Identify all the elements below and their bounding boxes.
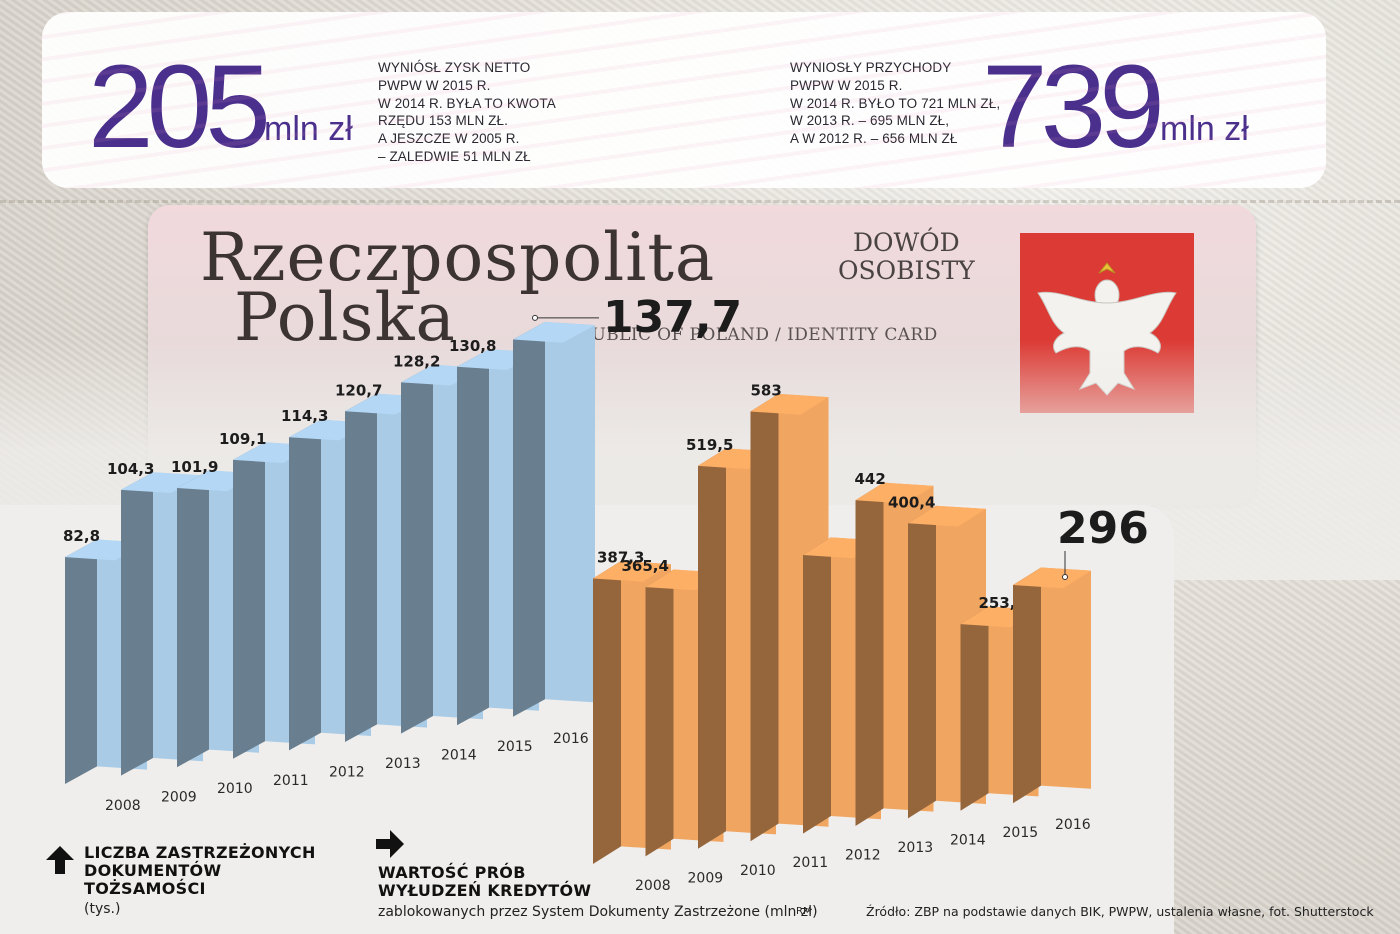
bar-top-2013 (855, 482, 934, 504)
profit-value: 205 (88, 41, 271, 173)
bar-side-2013 (345, 393, 377, 742)
revenue-value: 739 (982, 41, 1165, 173)
bar-top-2009 (121, 472, 203, 494)
year-label-2011: 2011 (273, 773, 309, 789)
chart1-title: LICZBA ZASTRZEŻONYCH DOKUMENTÓW TOŻSAMOŚ… (84, 843, 316, 898)
value-label-2016: 137,7 (603, 292, 742, 343)
bar-side-2014 (908, 505, 936, 819)
source-note: Źródło: ZBP na podstawie danych BIK, PWP… (866, 904, 1374, 919)
chart2-subtitle: zablokowanych przez System Dokumenty Zas… (378, 904, 818, 920)
bar-side-2016 (1013, 567, 1041, 804)
highlight-dot (532, 314, 538, 321)
arrow-right-icon (376, 830, 404, 858)
revenue-note: WYNIOSŁY PRZYCHODY PWPW W 2015 R. W 2014… (790, 60, 1001, 147)
year-label-2011: 2011 (793, 855, 829, 871)
bar-top-2011 (750, 393, 829, 415)
value-label-2009: 104,3 (107, 460, 154, 478)
year-label-2008: 2008 (105, 798, 141, 814)
card-title-line1: Rzeczpospolita (200, 219, 716, 296)
arrow-up-icon (46, 846, 74, 874)
year-label-2010: 2010 (217, 781, 253, 797)
bar-side-2008 (65, 539, 97, 784)
year-label-2008: 2008 (635, 878, 671, 894)
year-label-2015: 2015 (1003, 825, 1039, 841)
revenue-unit: mln zł (1160, 110, 1249, 148)
top-banner: 205 mln zł WYNIÓSŁ ZYSK NETTO PWPW W 201… (42, 12, 1326, 188)
bar-side-2010 (698, 448, 726, 849)
profit-unit: mln zł (264, 110, 353, 148)
bar-side-2012 (289, 419, 321, 751)
year-label-2014: 2014 (441, 748, 477, 764)
bar-side-2011 (233, 442, 265, 759)
year-label-2013: 2013 (898, 840, 934, 856)
chart1-unit: (tys.) (84, 901, 121, 917)
highlight-dot (1062, 574, 1068, 581)
chart2-title: WARTOŚĆ PRÓB WYŁUDZEŃ KREDYTÓW (378, 863, 592, 900)
value-label-2013: 120,7 (335, 381, 382, 399)
year-label-2014: 2014 (950, 832, 986, 848)
bar-side-2013 (855, 482, 884, 826)
card-doc-type: DOWÓD OSOBISTY (838, 228, 975, 285)
bar-side-2016 (513, 321, 545, 717)
bar-top-2016 (513, 321, 595, 343)
bar-2016 (1041, 567, 1091, 789)
year-label-2012: 2012 (845, 848, 881, 864)
bar-side-2008 (593, 560, 621, 864)
bar-side-2010 (177, 470, 209, 768)
value-label-2010: 101,9 (171, 458, 218, 476)
value-label-2012: 114,3 (281, 407, 328, 425)
value-label-2016: 296 (1057, 503, 1149, 554)
profit-note: WYNIÓSŁ ZYSK NETTO PWPW W 2015 R. W 2014… (378, 60, 556, 164)
author-initials: RM (796, 906, 812, 917)
bar-side-2014 (401, 364, 433, 734)
value-label-2014: 400,4 (888, 493, 935, 511)
value-label-2011: 109,1 (219, 430, 266, 448)
value-label-2011: 583 (751, 382, 782, 400)
year-label-2016: 2016 (1055, 817, 1091, 833)
bar-side-2011 (750, 393, 779, 842)
year-label-2012: 2012 (329, 764, 365, 780)
value-label-2009: 365,4 (622, 557, 669, 575)
value-label-2013: 442 (855, 470, 886, 488)
value-label-2010: 519,5 (686, 436, 733, 454)
year-label-2010: 2010 (740, 863, 776, 879)
bar-side-2012 (803, 537, 831, 834)
year-label-2013: 2013 (385, 756, 421, 772)
value-label-2015: 130,8 (449, 337, 496, 355)
value-label-2008: 82,8 (63, 527, 100, 545)
bar-top-2016 (1013, 567, 1091, 589)
bar-2016 (545, 321, 595, 703)
bar-side-2009 (121, 472, 153, 776)
bar-side-2009 (645, 569, 674, 857)
bar-side-2015 (960, 606, 989, 811)
value-label-2014: 128,2 (393, 352, 440, 370)
year-label-2015: 2015 (497, 739, 533, 755)
value-label-2008: 387,3 (597, 549, 644, 567)
card-title-line2: Polska (234, 279, 456, 356)
fabric-stitch (0, 200, 1400, 203)
year-label-2009: 2009 (161, 790, 197, 806)
year-label-2016: 2016 (553, 731, 589, 747)
bar-side-2015 (457, 349, 489, 726)
bar-top-2014 (908, 505, 986, 527)
year-label-2009: 2009 (688, 870, 724, 886)
bar-top-2008 (593, 560, 671, 582)
